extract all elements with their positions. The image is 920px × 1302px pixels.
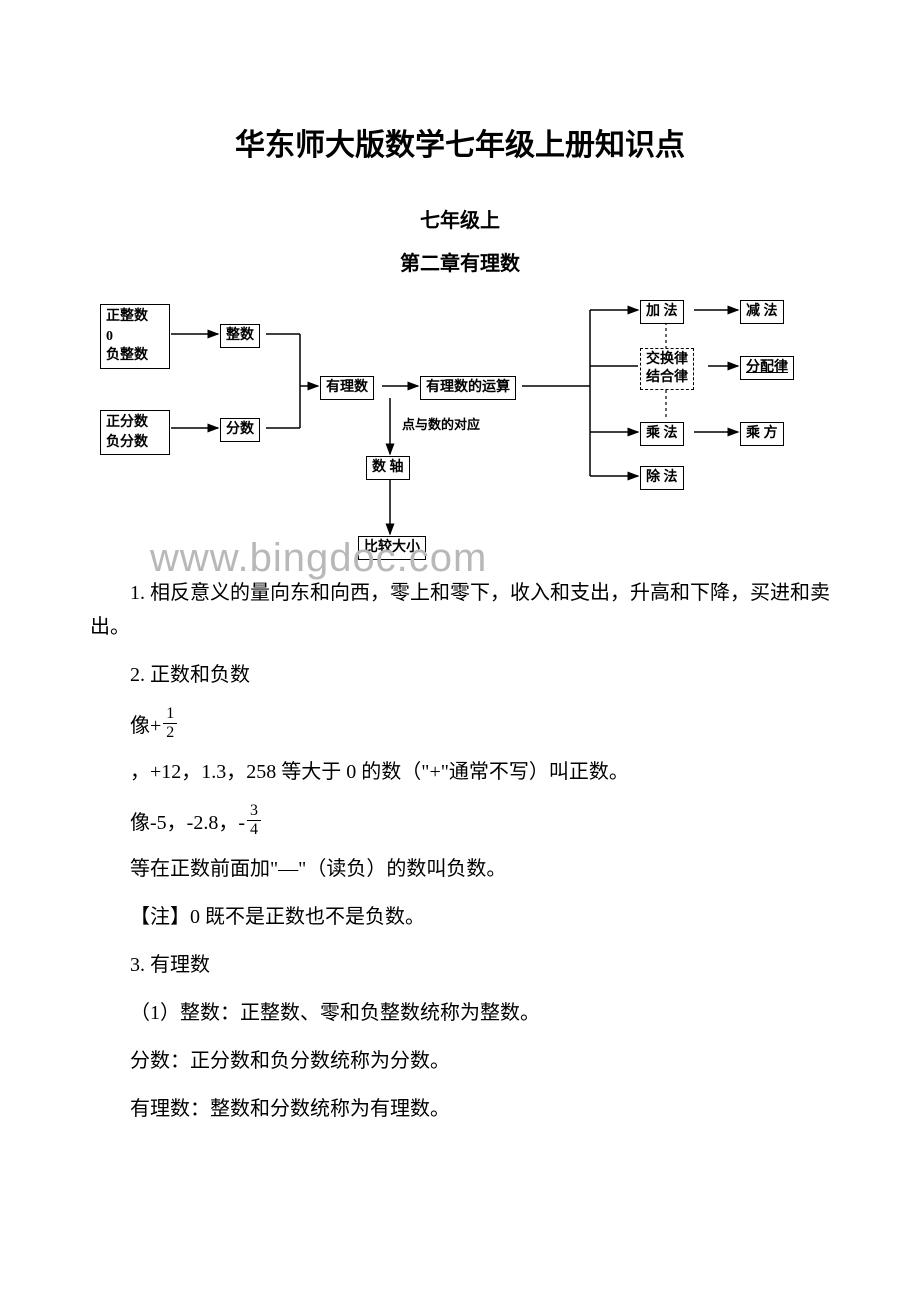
text-like-neg: 像-5，-2.8，- xyxy=(130,806,245,835)
node-sub: 减 法 xyxy=(740,300,784,324)
subtitle: 七年级上 xyxy=(90,204,830,233)
fraction-half-den: 2 xyxy=(163,724,177,741)
node-laws: 交换律结合律 xyxy=(640,348,694,390)
paragraph-2: 2. 正数和负数 xyxy=(90,658,830,692)
node-integer: 整数 xyxy=(220,324,260,348)
text-like-plus: 像+ xyxy=(130,709,161,738)
node-number-line: 数 轴 xyxy=(366,456,410,480)
page-title: 华东师大版数学七年级上册知识点 xyxy=(90,120,830,164)
node-distrib: 分配律 xyxy=(740,356,794,380)
paragraph-7: 【注】0 既不是正数也不是负数。 xyxy=(90,900,830,934)
paragraph-6: 等在正数前面加"—"（读负）的数叫负数。 xyxy=(90,852,830,886)
fraction-half-num: 1 xyxy=(163,706,177,724)
fraction-three-quarter: 3 4 xyxy=(247,803,261,838)
fraction-line-1: 像+ 1 2 xyxy=(90,706,830,741)
node-fraction: 分数 xyxy=(220,418,260,442)
fraction-tq-num: 3 xyxy=(247,803,261,821)
node-rational: 有理数 xyxy=(320,376,374,400)
paragraph-8: 3. 有理数 xyxy=(90,948,830,982)
node-mul: 乘 法 xyxy=(640,422,684,446)
paragraph-4: ，+12，1.3，258 等大于 0 的数（"+"通常不写）叫正数。 xyxy=(90,755,830,789)
fraction-tq-den: 4 xyxy=(247,821,261,838)
node-compare: 比较大小 xyxy=(358,536,426,560)
chapter-title: 第二章有理数 xyxy=(90,247,830,276)
node-ops: 有理数的运算 xyxy=(420,376,516,400)
node-frac-group: 正分数负分数 xyxy=(100,410,170,455)
paragraph-11: 有理数：整数和分数统称为有理数。 xyxy=(90,1092,830,1126)
diagram-arrows xyxy=(90,296,830,576)
paragraph-10: 分数：正分数和负分数统称为分数。 xyxy=(90,1044,830,1078)
node-add: 加 法 xyxy=(640,300,684,324)
watermark: www.bingdoc.com xyxy=(150,536,487,581)
node-pow: 乘 方 xyxy=(740,422,784,446)
label-point-number: 点与数的对应 xyxy=(402,414,480,433)
fraction-line-2: 像-5，-2.8，- 3 4 xyxy=(90,803,830,838)
paragraph-1: 1. 相反意义的量向东和向西，零上和零下，收入和支出，升高和下降，买进和卖出。 xyxy=(90,576,830,644)
node-div: 除 法 xyxy=(640,466,684,490)
paragraph-9: （1）整数：正整数、零和负整数统称为整数。 xyxy=(90,996,830,1030)
node-int-group: 正整数0负整数 xyxy=(100,304,170,369)
concept-diagram: 正整数0负整数 整数 正分数负分数 分数 有理数 有理数的运算 数 轴 比较大小… xyxy=(90,296,830,576)
fraction-half: 1 2 xyxy=(163,706,177,741)
